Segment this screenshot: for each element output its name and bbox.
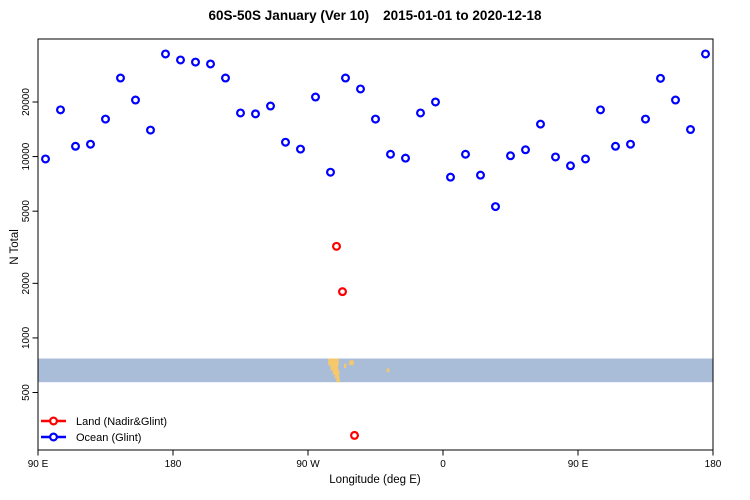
y-tick-label: 1000 [21,326,32,349]
land-strip-patch [328,358,339,366]
x-tick-label: 90 E [568,459,589,470]
y-tick-label: 500 [21,384,32,401]
ocean-point [461,149,471,159]
ocean-point [625,139,635,149]
ocean-point [55,105,65,115]
plot-frame [37,38,714,451]
land-strip-patch [332,369,340,375]
land-point [332,241,342,251]
ocean-point [371,114,381,124]
ocean-point [191,57,201,67]
x-tick-label: 180 [165,459,182,470]
ocean-point [221,73,231,83]
ocean-point [416,108,426,118]
legend-label: Land (Nadir&Glint) [76,416,167,428]
ocean-point [535,119,545,129]
ocean-point [266,101,276,111]
ocean-point [161,49,171,59]
y-axis-title: N Total [9,229,21,265]
ocean-point [70,141,80,151]
ocean-point [40,154,50,164]
ocean-point [85,139,95,149]
land-point [338,287,348,297]
ocean-point [326,167,336,177]
x-tick-label: 90 E [28,459,49,470]
ocean-point [640,114,650,124]
ocean-point [356,84,366,94]
y-tick-label: 5000 [21,200,32,223]
ocean-point [610,141,620,151]
ocean-point [520,145,530,155]
ocean-point [341,73,351,83]
land-strip-patch [349,360,354,366]
ocean-point [506,151,516,161]
land-strip-patch [336,377,340,383]
ocean-point [655,73,665,83]
ocean-point [146,125,156,135]
x-tick-label: 90 W [296,459,320,470]
ocean-point [700,49,710,59]
ocean-point [176,55,186,65]
legend-label: Ocean (Glint) [76,432,141,444]
ocean-point [565,161,575,171]
ocean-point [446,172,456,182]
ocean-point [296,144,306,154]
ocean-point [281,137,291,147]
x-tick-label: 0 [440,459,446,470]
y-tick-label: 10000 [21,142,32,170]
land-strip-patch [344,363,347,368]
ocean-point [580,154,590,164]
ocean-point [251,109,261,119]
ocean-point [100,114,110,124]
ocean-point [685,125,695,135]
x-axis-title: Longitude (deg E) [329,474,421,486]
chart-title-dates: 2015-01-01 to 2020-12-18 [383,8,542,23]
ocean-point [115,73,125,83]
ocean-point [236,108,246,118]
land-strip-patch [334,374,340,379]
ocean-point [401,153,411,163]
legend-marker [48,432,58,442]
legend-marker [48,416,58,426]
land-strip-patch [330,365,338,371]
chart-title-main: 60S-50S January (Ver 10) [208,8,370,23]
ocean-point [431,97,441,107]
ocean-point [476,170,486,180]
y-tick-label: 20000 [21,88,32,116]
y-tick-label: 2000 [21,272,32,295]
ocean-strip [38,358,713,383]
land-strip-patch [386,368,390,373]
ocean-point [311,92,321,102]
ocean-point [206,59,216,69]
ocean-point [491,202,501,212]
ocean-point [670,95,680,105]
ocean-point [595,105,605,115]
chart-title: 60S-50S January (Ver 10) 2015-01-01 to 2… [0,8,750,23]
land-point [350,430,360,440]
x-tick-label: 180 [705,459,722,470]
ocean-point [550,152,560,162]
ocean-point [386,149,396,159]
ocean-point [131,95,141,105]
